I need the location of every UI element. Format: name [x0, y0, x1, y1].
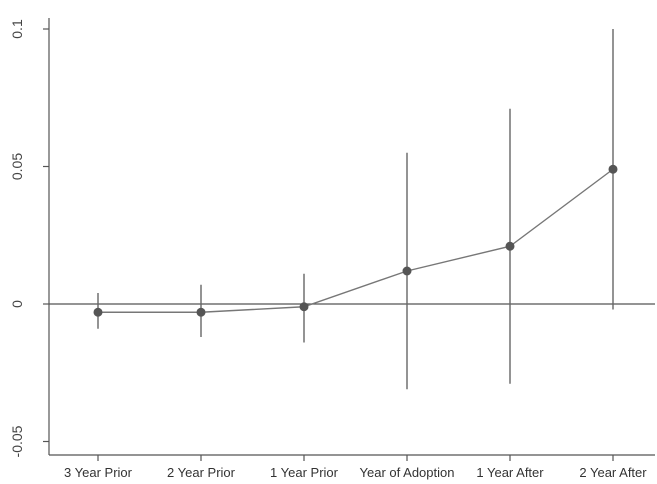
x-tick-label: 2 Year Prior: [167, 465, 236, 480]
estimate-point: [299, 302, 309, 312]
estimate-point: [608, 164, 618, 174]
x-tick-label: 1 Year Prior: [270, 465, 339, 480]
estimate-point: [402, 266, 412, 276]
estimate-line: [98, 168, 614, 313]
estimate-point: [505, 241, 515, 251]
y-tick-label: 0.1: [9, 19, 25, 39]
y-tick-label: -0.05: [9, 425, 25, 457]
estimate-point: [93, 307, 103, 317]
estimate-point: [196, 307, 206, 317]
y-tick-label: 0.05: [9, 153, 25, 180]
y-tick-label: 0: [9, 300, 25, 308]
x-tick-label: 3 Year Prior: [64, 465, 133, 480]
x-tick-label: 1 Year After: [476, 465, 544, 480]
x-tick-label: 2 Year After: [579, 465, 647, 480]
plot-area: -0.05 0 0.05 0.1 3 Year Prior 2 Year Prior 1 Y…: [9, 18, 655, 480]
x-tick-label: Year of Adoption: [360, 465, 455, 480]
